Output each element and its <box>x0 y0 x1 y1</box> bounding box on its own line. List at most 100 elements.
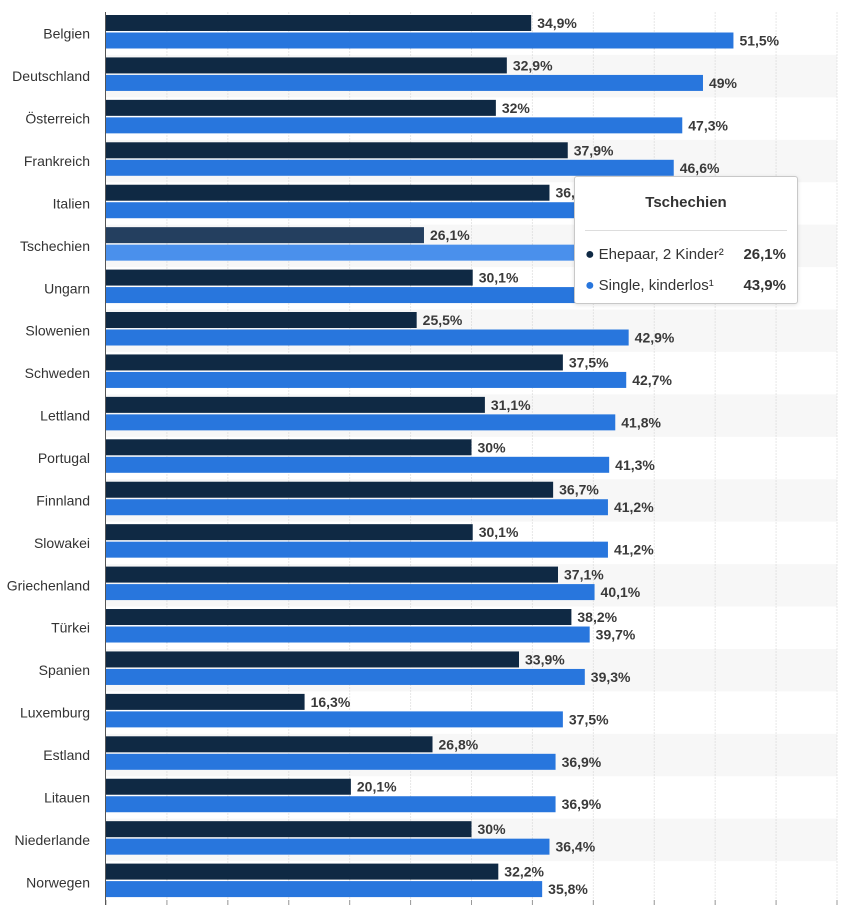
bar <box>106 371 627 388</box>
category-label: Portugal <box>38 450 90 466</box>
bar <box>106 227 424 244</box>
bar <box>106 753 556 770</box>
data-label: 26,8% <box>439 736 479 752</box>
data-label: 34,9% <box>537 15 577 31</box>
data-label: 37,5% <box>569 354 609 370</box>
data-label: 16,3% <box>311 694 351 710</box>
data-label: 51,5% <box>739 33 779 49</box>
bar <box>106 524 473 541</box>
data-label: 35,8% <box>548 881 588 897</box>
tooltip-row: ● Ehepaar, 2 Kinder² 26,1% <box>585 246 786 263</box>
bar <box>106 693 305 710</box>
tooltip-divider <box>585 230 787 231</box>
data-label: 37,1% <box>564 567 604 583</box>
bar <box>106 329 629 346</box>
bar <box>106 312 417 329</box>
category-label: Spanien <box>39 662 90 678</box>
bar <box>106 74 703 91</box>
data-label: 32,2% <box>504 864 544 880</box>
tooltip-series-name: Single, kinderlos¹ <box>598 277 714 294</box>
data-label: 41,8% <box>621 414 661 430</box>
bar <box>106 99 496 116</box>
category-label: Schweden <box>25 365 90 381</box>
data-label: 41,3% <box>615 457 655 473</box>
data-label: 49% <box>709 75 738 91</box>
category-label: Ungarn <box>44 280 90 296</box>
bar <box>106 184 550 201</box>
bar <box>106 881 543 898</box>
category-label: Finnland <box>36 492 90 508</box>
data-label: 32,9% <box>513 57 553 73</box>
data-label: 38,2% <box>577 609 617 625</box>
bar <box>106 838 550 855</box>
bar <box>106 15 532 31</box>
bar <box>106 202 668 219</box>
bar <box>106 414 616 431</box>
tooltip: Tschechien ● Ehepaar, 2 Kinder² 26,1% ● … <box>574 176 798 304</box>
bar <box>106 481 554 498</box>
category-label: Tschechien <box>20 238 90 254</box>
bar <box>106 651 520 668</box>
bar <box>106 456 610 473</box>
bar <box>106 244 641 261</box>
category-label: Slowakei <box>34 535 90 551</box>
bar <box>106 566 559 583</box>
data-label: 36,7% <box>559 482 599 498</box>
tooltip-series-value: 26,1% <box>743 246 786 263</box>
category-label: Frankreich <box>24 153 90 169</box>
data-label: 39,3% <box>591 669 631 685</box>
data-label: 25,5% <box>423 312 463 328</box>
data-label: 39,7% <box>596 627 636 643</box>
bar <box>106 269 473 286</box>
bar <box>106 711 563 728</box>
bar <box>106 396 485 413</box>
category-label: Belgien <box>43 26 90 42</box>
tooltip-series-name: Ehepaar, 2 Kinder² <box>598 246 724 263</box>
category-label: Griechenland <box>7 577 90 593</box>
data-label: 37,9% <box>574 142 614 158</box>
data-label: 36,9% <box>562 754 602 770</box>
category-label: Slowenien <box>25 323 90 339</box>
tooltip-row: ● Single, kinderlos¹ 43,9% <box>585 277 786 294</box>
bar <box>106 668 585 685</box>
bar <box>106 863 499 880</box>
category-label: Norwegen <box>26 874 90 890</box>
category-label: Estland <box>43 747 90 763</box>
bar <box>106 778 351 795</box>
data-label: 47,3% <box>688 117 728 133</box>
category-label: Türkei <box>51 620 90 636</box>
data-label: 30,1% <box>479 524 519 540</box>
tooltip-title: Tschechien <box>645 194 727 211</box>
category-label: Deutschland <box>12 68 90 84</box>
bar <box>106 796 556 813</box>
bar <box>106 584 595 601</box>
data-label: 26,1% <box>430 227 470 243</box>
bar <box>106 499 608 516</box>
bar <box>106 159 674 176</box>
data-label: 40,1% <box>601 584 641 600</box>
bar <box>106 57 507 74</box>
series-dot-icon: ● <box>585 276 595 294</box>
data-label: 31,1% <box>491 397 531 413</box>
bar <box>106 142 568 159</box>
data-label: 41,2% <box>614 499 654 515</box>
data-label: 36,9% <box>562 796 602 812</box>
data-label: 37,5% <box>569 711 609 727</box>
bar <box>106 287 639 304</box>
bar <box>106 609 572 626</box>
data-label: 20,1% <box>357 779 397 795</box>
series-dot-icon: ● <box>585 245 595 263</box>
data-label: 42,9% <box>635 330 675 346</box>
data-label: 42,7% <box>632 372 672 388</box>
bar <box>106 439 472 456</box>
bar <box>106 354 563 371</box>
data-label: 32% <box>502 100 531 116</box>
category-label: Luxemburg <box>20 705 90 721</box>
data-label: 41,2% <box>614 542 654 558</box>
bar <box>106 32 734 49</box>
category-label: Lettland <box>40 408 90 424</box>
data-label: 36,4% <box>555 839 595 855</box>
bar <box>106 117 683 134</box>
data-label: 30% <box>478 439 507 455</box>
